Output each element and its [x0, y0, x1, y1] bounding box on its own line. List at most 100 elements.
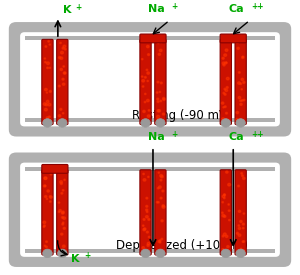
Text: ++: ++: [251, 2, 264, 11]
Circle shape: [147, 242, 150, 245]
Circle shape: [157, 110, 159, 112]
Circle shape: [62, 78, 64, 80]
Circle shape: [161, 238, 163, 240]
Circle shape: [224, 215, 226, 218]
Circle shape: [222, 249, 224, 251]
Circle shape: [59, 210, 62, 212]
Circle shape: [58, 115, 61, 117]
Circle shape: [58, 202, 60, 203]
Circle shape: [58, 211, 60, 213]
Circle shape: [58, 85, 60, 87]
Circle shape: [158, 53, 160, 55]
Circle shape: [44, 185, 46, 186]
Circle shape: [61, 119, 63, 122]
Circle shape: [228, 183, 231, 186]
Bar: [25, 167, 275, 171]
Circle shape: [227, 246, 229, 248]
Circle shape: [48, 103, 51, 106]
Text: Na: Na: [148, 4, 164, 14]
Circle shape: [148, 219, 150, 220]
Circle shape: [61, 233, 63, 235]
Circle shape: [61, 192, 63, 194]
Circle shape: [49, 116, 50, 118]
Circle shape: [162, 205, 164, 207]
Circle shape: [243, 250, 245, 252]
Circle shape: [236, 41, 239, 43]
Circle shape: [243, 177, 245, 180]
Circle shape: [228, 210, 230, 211]
Circle shape: [236, 119, 245, 127]
Circle shape: [156, 249, 165, 258]
Circle shape: [224, 54, 226, 56]
Circle shape: [64, 48, 66, 50]
Circle shape: [242, 223, 244, 225]
Circle shape: [223, 64, 225, 66]
Circle shape: [161, 220, 163, 222]
Circle shape: [240, 103, 242, 105]
Text: Resting (-90 mV): Resting (-90 mV): [132, 109, 232, 122]
Circle shape: [159, 91, 160, 93]
Circle shape: [49, 90, 51, 92]
Circle shape: [60, 181, 62, 183]
Circle shape: [145, 120, 148, 123]
Circle shape: [148, 236, 150, 238]
FancyBboxPatch shape: [220, 170, 231, 255]
Circle shape: [45, 104, 48, 106]
Circle shape: [222, 235, 224, 237]
FancyBboxPatch shape: [155, 39, 166, 125]
Circle shape: [62, 245, 65, 248]
Text: +: +: [171, 130, 177, 139]
Circle shape: [241, 250, 242, 252]
Circle shape: [146, 197, 148, 199]
FancyBboxPatch shape: [20, 163, 280, 257]
Circle shape: [144, 120, 146, 123]
Circle shape: [45, 196, 47, 198]
Circle shape: [236, 232, 238, 234]
Circle shape: [241, 78, 244, 81]
Circle shape: [241, 173, 242, 174]
Circle shape: [63, 66, 64, 67]
Circle shape: [224, 194, 226, 196]
Bar: [25, 118, 275, 122]
Circle shape: [58, 57, 61, 59]
Text: +: +: [171, 2, 177, 11]
Circle shape: [62, 211, 64, 213]
Circle shape: [62, 113, 64, 114]
FancyBboxPatch shape: [155, 170, 166, 255]
Circle shape: [46, 117, 48, 119]
Circle shape: [160, 42, 162, 43]
Circle shape: [160, 250, 162, 251]
Circle shape: [142, 86, 144, 87]
Circle shape: [148, 110, 150, 111]
Circle shape: [64, 72, 66, 74]
Circle shape: [158, 110, 160, 112]
Circle shape: [147, 244, 149, 246]
Circle shape: [241, 248, 242, 249]
Circle shape: [157, 98, 159, 100]
Circle shape: [63, 217, 66, 219]
Bar: [25, 249, 275, 253]
Text: Na: Na: [148, 131, 164, 142]
Circle shape: [159, 240, 161, 241]
Circle shape: [238, 82, 241, 84]
Circle shape: [46, 241, 47, 243]
Circle shape: [46, 92, 47, 93]
Circle shape: [43, 103, 46, 105]
FancyBboxPatch shape: [57, 170, 68, 255]
Circle shape: [146, 45, 149, 48]
Circle shape: [43, 119, 52, 127]
Circle shape: [160, 82, 162, 84]
Circle shape: [160, 242, 161, 243]
Circle shape: [238, 210, 241, 212]
Circle shape: [221, 102, 224, 104]
Text: K: K: [71, 254, 80, 264]
Text: Depolarized (+10 mV): Depolarized (+10 mV): [116, 239, 248, 252]
Circle shape: [144, 101, 146, 103]
Circle shape: [238, 97, 241, 99]
Circle shape: [238, 234, 241, 236]
Circle shape: [63, 227, 65, 229]
Circle shape: [162, 206, 165, 208]
Circle shape: [62, 223, 64, 225]
Circle shape: [60, 42, 61, 43]
Circle shape: [225, 89, 228, 92]
